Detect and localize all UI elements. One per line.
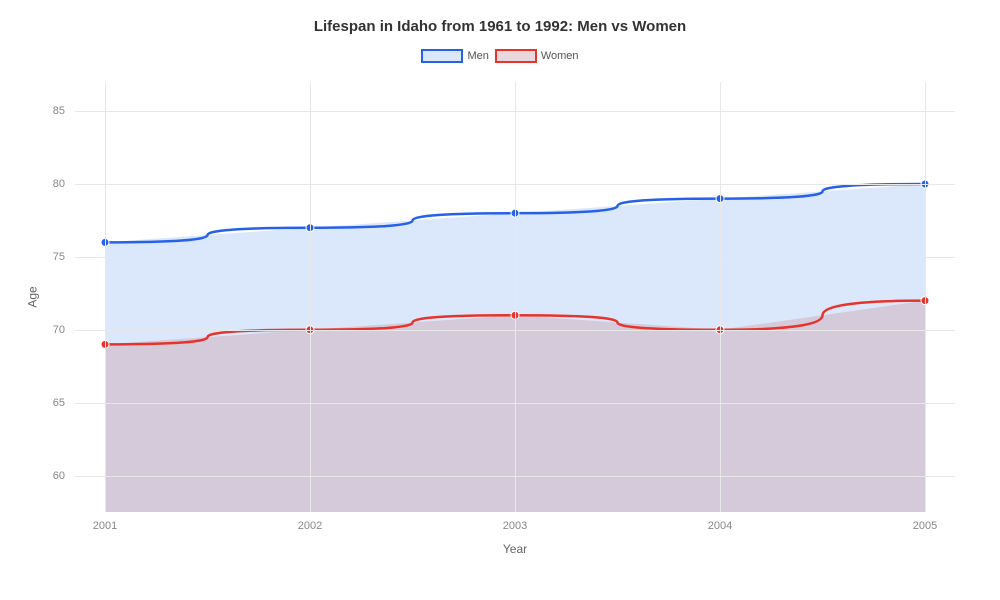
chart-container: Lifespan in Idaho from 1961 to 1992: Men… xyxy=(0,0,1000,600)
legend-item-men[interactable]: Men xyxy=(421,49,488,63)
legend-label-women: Women xyxy=(541,50,579,62)
x-tick: 2001 xyxy=(93,520,117,532)
grid-line-v xyxy=(105,82,106,512)
grid-line-h xyxy=(75,257,955,258)
y-axis-label: Age xyxy=(25,286,39,307)
plot-area: Year Age 2001200220032004200560657075808… xyxy=(75,82,955,512)
y-tick: 70 xyxy=(53,324,65,336)
grid-line-h xyxy=(75,403,955,404)
grid-line-v xyxy=(310,82,311,512)
x-tick: 2004 xyxy=(708,520,732,532)
y-tick: 60 xyxy=(53,470,65,482)
grid-line-v xyxy=(515,82,516,512)
legend: Men Women xyxy=(0,49,1000,63)
chart-title: Lifespan in Idaho from 1961 to 1992: Men… xyxy=(0,0,1000,35)
grid-line-v xyxy=(720,82,721,512)
legend-swatch-women xyxy=(495,49,537,63)
y-tick: 80 xyxy=(53,178,65,190)
y-tick: 75 xyxy=(53,251,65,263)
legend-label-men: Men xyxy=(467,50,488,62)
x-axis-label: Year xyxy=(503,542,527,556)
y-tick: 65 xyxy=(53,397,65,409)
grid-line-h xyxy=(75,330,955,331)
grid-line-h xyxy=(75,184,955,185)
legend-item-women[interactable]: Women xyxy=(495,49,579,63)
grid-line-v xyxy=(925,82,926,512)
x-tick: 2005 xyxy=(913,520,937,532)
grid-line-h xyxy=(75,111,955,112)
x-tick: 2002 xyxy=(298,520,322,532)
legend-swatch-men xyxy=(421,49,463,63)
y-tick: 85 xyxy=(53,105,65,117)
x-tick: 2003 xyxy=(503,520,527,532)
grid-line-h xyxy=(75,476,955,477)
